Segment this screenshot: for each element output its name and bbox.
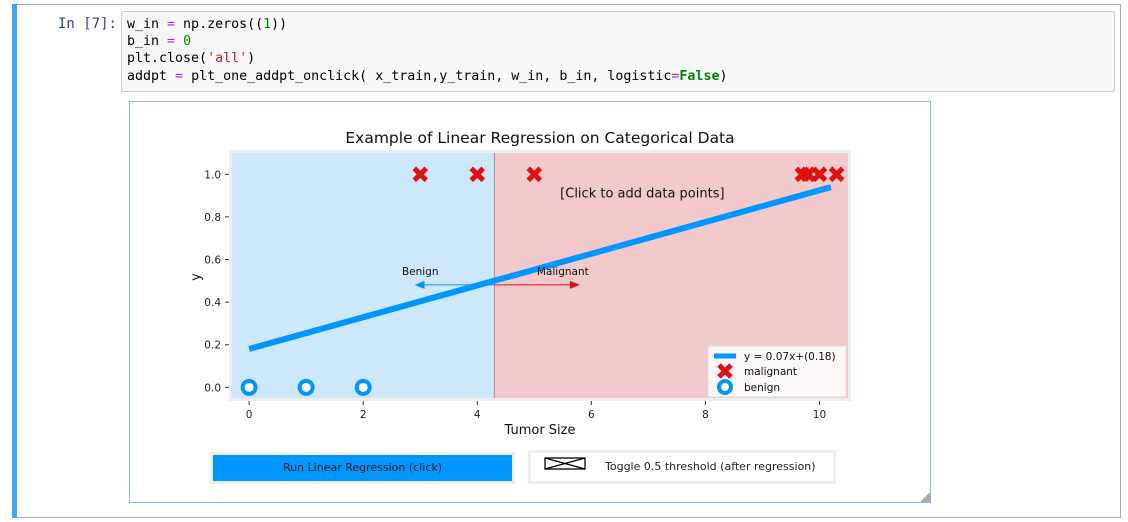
resize-handle-icon[interactable] xyxy=(920,492,930,502)
benign-label: Benign xyxy=(402,266,439,278)
malignant-point xyxy=(828,166,845,183)
benign-region xyxy=(232,153,495,398)
y-tick-label: 0.4 xyxy=(204,297,221,309)
malignant-point xyxy=(526,166,543,183)
malignant-point xyxy=(811,166,828,183)
malignant-point xyxy=(412,166,428,183)
y-axis-label: y xyxy=(189,273,204,281)
legend-o-swatch xyxy=(717,379,733,395)
x-axis-label: Tumor Size xyxy=(504,423,576,438)
malignant-arrow-head xyxy=(569,280,580,289)
y-tick-label: 1.0 xyxy=(204,169,221,181)
threshold-checkbox-icon[interactable] xyxy=(544,457,586,471)
widget-output: Example of Linear Regression on Categori… xyxy=(129,101,931,503)
legend-label-line: y = 0.07x+(0.18) xyxy=(744,351,836,363)
toggle-threshold-label: Toggle 0.5 threshold (after regression) xyxy=(605,460,816,473)
x-tick-label: 10 xyxy=(813,409,826,421)
regression-chart[interactable]: Example of Linear Regression on Categori… xyxy=(130,102,930,447)
x-tick-label: 8 xyxy=(702,409,709,421)
click-hint-text: [Click to add data points] xyxy=(560,187,724,202)
legend-x-swatch xyxy=(717,363,733,379)
x-tick-label: 4 xyxy=(474,409,481,421)
malignant-point xyxy=(469,166,486,183)
x-tick-label: 0 xyxy=(246,409,253,421)
y-tick-label: 0.0 xyxy=(204,382,221,394)
y-tick-label: 0.2 xyxy=(204,340,221,352)
cell-selection-bar xyxy=(12,4,17,518)
x-tick-label: 6 xyxy=(588,409,595,421)
legend-label-benign: benign xyxy=(744,382,780,394)
toggle-threshold-button[interactable]: Toggle 0.5 threshold (after regression) xyxy=(528,450,836,484)
benign-point xyxy=(297,378,315,396)
y-tick-label: 0.6 xyxy=(204,255,221,267)
cell-prompt: In [7]: xyxy=(57,16,117,32)
run-regression-button[interactable]: Run Linear Regression (click) xyxy=(210,452,515,484)
notebook-cell[interactable] xyxy=(17,4,1121,518)
benign-point xyxy=(240,378,258,396)
code-editor[interactable]: w_in = np.zeros((1)) b_in = 0 plt.close(… xyxy=(121,11,1115,92)
malignant-label: Malignant xyxy=(537,266,589,278)
chart-title: Example of Linear Regression on Categori… xyxy=(345,129,734,147)
legend-label-malignant: malignant xyxy=(744,366,797,378)
benign-point xyxy=(354,378,372,396)
x-tick-label: 2 xyxy=(360,409,367,421)
benign-arrow-head xyxy=(414,280,425,289)
y-tick-label: 0.8 xyxy=(204,212,221,224)
regression-line xyxy=(248,184,832,352)
